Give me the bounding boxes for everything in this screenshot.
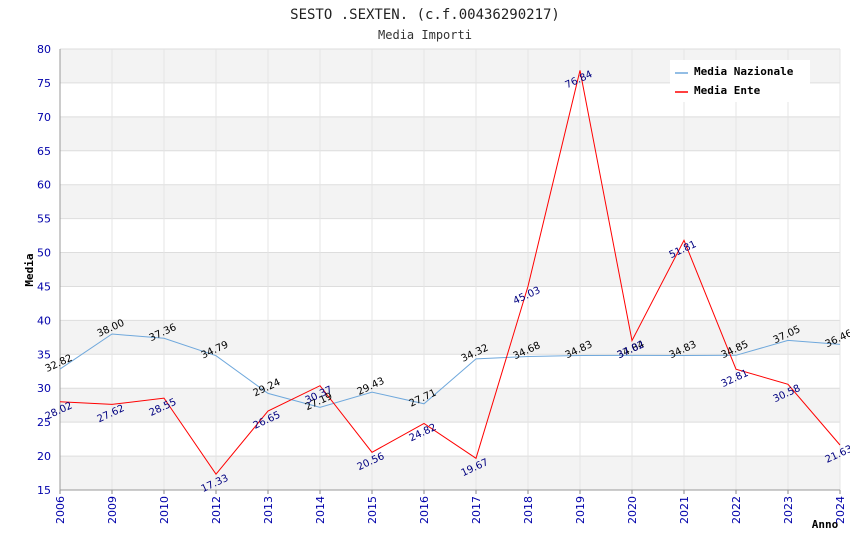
grid-band: [60, 116, 840, 151]
y-tick-label: 75: [37, 77, 51, 90]
x-tick-label: 2020: [626, 496, 639, 524]
y-tick-label: 55: [37, 213, 51, 226]
y-tick-label: 35: [37, 348, 51, 361]
axes: [59, 49, 841, 494]
series-lines: [59, 70, 841, 476]
x-tick-label: 2022: [730, 496, 743, 524]
x-tick-label: 2013: [262, 496, 275, 524]
legend: Media Nazionale Media Ente: [670, 60, 810, 102]
y-tick-labels: 15 20 25 30 35 40 45 50 55 60 65 70 75 80: [37, 43, 51, 497]
grid-lines: [59, 48, 841, 491]
y-tick-label: 30: [37, 382, 51, 395]
y-tick-label: 25: [37, 416, 51, 429]
x-tick-label: 2018: [522, 496, 535, 524]
y-tick-label: 20: [37, 450, 51, 463]
chart-subtitle: Media Importi: [378, 28, 472, 42]
legend-box: [670, 60, 810, 102]
y-tick-label: 15: [37, 484, 51, 497]
x-tick-label: 2017: [470, 496, 483, 524]
y-tick-label: 70: [37, 111, 51, 124]
series-line-media-nazionale: [59, 333, 841, 408]
x-tick-label: 2012: [210, 496, 223, 524]
x-tick-label: 2006: [54, 496, 67, 524]
x-tick-label: 2009: [106, 496, 119, 524]
x-tick-labels: 2006 2009 2010 2012 2013 2014 2015 2016 2017 2018…: [54, 496, 847, 524]
y-axis-label: Media: [23, 253, 36, 286]
y-tick-label: 80: [37, 43, 51, 56]
x-tick-label: 2014: [314, 496, 327, 524]
x-tick-label: 2019: [574, 496, 587, 524]
legend-label-media-nazionale: Media Nazionale: [694, 65, 794, 78]
grid-band: [60, 456, 840, 490]
data-label-ente: 24.82: [408, 422, 439, 444]
grid-band: [60, 252, 840, 287]
y-tick-label: 40: [37, 314, 51, 327]
grid-band: [60, 320, 840, 355]
x-axis-label: Anno: [812, 518, 839, 531]
series-line-media-ente: [59, 70, 841, 476]
x-tick-label: 2023: [782, 496, 795, 524]
y-tick-label: 45: [37, 280, 51, 293]
x-tick-label: 2010: [158, 496, 171, 524]
grid-bands: [60, 49, 840, 490]
y-tick-label: 50: [37, 247, 51, 260]
chart-title: SESTO .SEXTEN. (c.f.00436290217): [290, 7, 560, 23]
y-tick-label: 65: [37, 145, 51, 158]
data-label-ente: 32.81: [720, 368, 751, 390]
grid-band: [60, 184, 840, 219]
x-tick-label: 2021: [678, 496, 691, 524]
x-tick-label: 2015: [366, 496, 379, 524]
x-tick-label: 2016: [418, 496, 431, 524]
grid-band: [60, 388, 840, 423]
legend-label-media-ente: Media Ente: [694, 84, 761, 97]
y-tick-label: 60: [37, 179, 51, 192]
x-tick-label: 2024: [834, 496, 847, 524]
